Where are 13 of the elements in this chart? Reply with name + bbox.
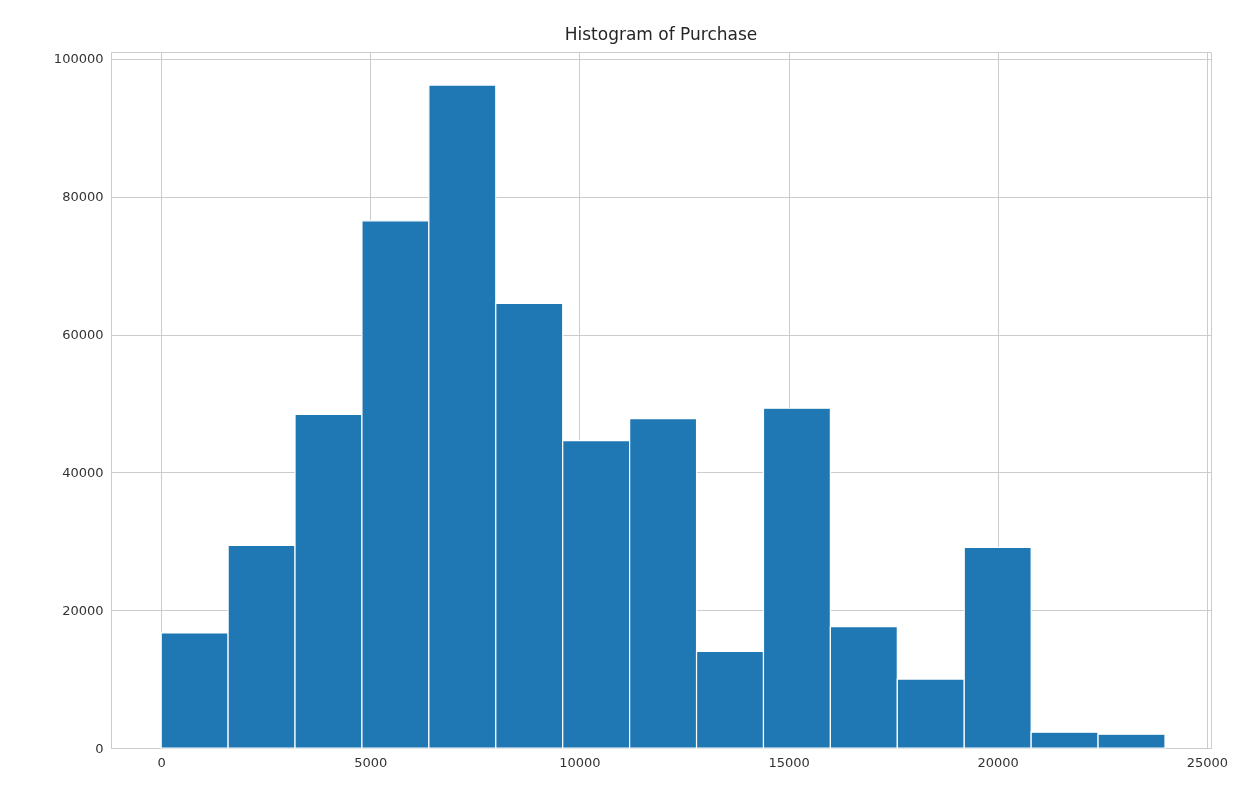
x-tick-label: 5000 bbox=[354, 754, 388, 770]
y-tick-label: 20000 bbox=[62, 602, 104, 618]
x-tick-label: 10000 bbox=[559, 754, 601, 770]
y-tick-label: 80000 bbox=[62, 189, 104, 205]
y-tick-label: 40000 bbox=[62, 464, 104, 480]
x-tick-label: 0 bbox=[157, 754, 166, 770]
x-tick-label: 25000 bbox=[1186, 754, 1228, 770]
x-tick-label: 20000 bbox=[977, 754, 1019, 770]
x-tick-label: 15000 bbox=[768, 754, 810, 770]
y-tick-label: 0 bbox=[95, 740, 104, 756]
y-tick-label: 100000 bbox=[53, 51, 104, 67]
chart-title: Histogram of Purchase bbox=[564, 24, 758, 44]
y-tick-label: 60000 bbox=[62, 327, 104, 343]
